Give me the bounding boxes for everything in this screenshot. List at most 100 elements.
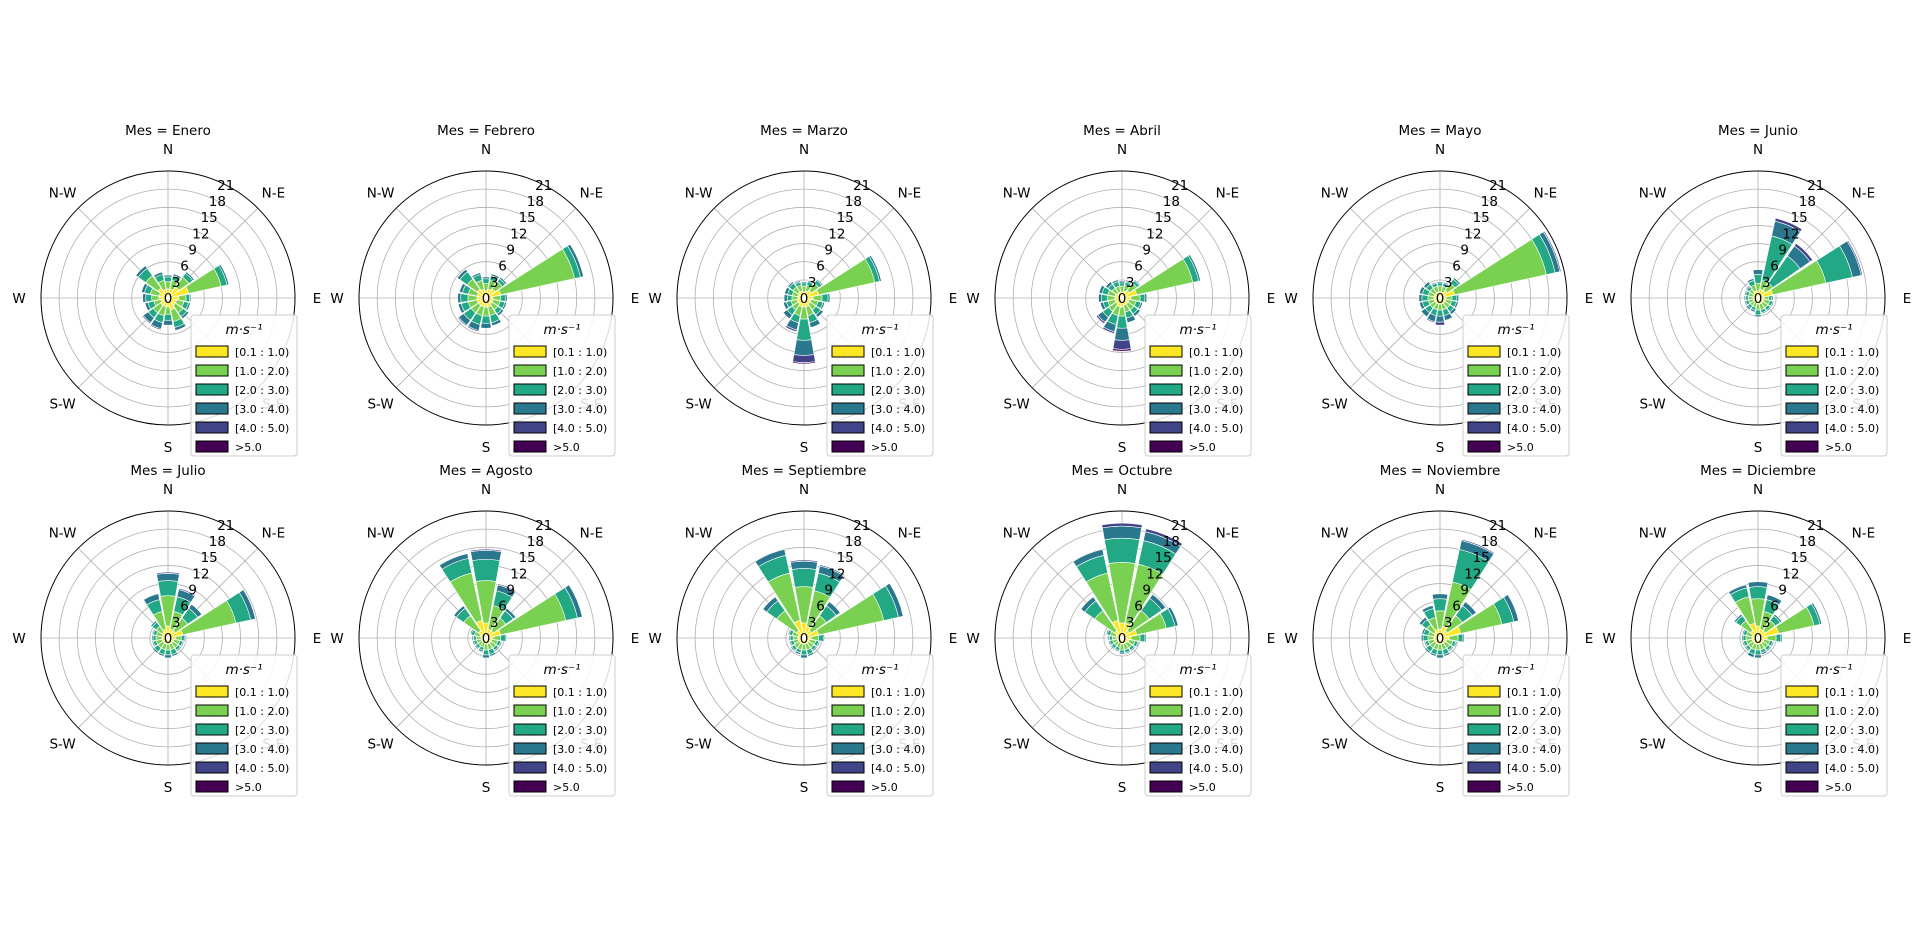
radial-tick-label: 18 [845,534,862,550]
wind-bar-segment [1754,309,1762,316]
direction-label: N [163,482,173,498]
wind-bar-segment [504,607,517,620]
legend-swatch [513,704,547,717]
legend-swatch [1149,780,1183,793]
radial-tick-label: 0 [1436,631,1445,647]
legend-label: [4.0 : 5.0) [235,422,289,435]
grid-spoke [1667,207,1759,299]
legend-label: [1.0 : 2.0) [553,365,607,378]
wind-bar-segment [185,302,191,311]
wind-bar-segment [819,301,826,310]
wind-bar-segment [1420,307,1431,318]
legend-label: [0.1 : 1.0) [235,686,289,699]
legend-swatch [1149,704,1183,717]
legend-label: >5.0 [871,441,898,454]
direction-label: S-W [685,396,711,412]
wind-bar-segment [815,309,824,318]
wind-bar-segment [172,273,182,280]
legend-label: [0.1 : 1.0) [235,346,289,359]
radial-tick-label: 15 [1473,550,1490,566]
wind-bar-segment [1144,293,1148,303]
radial-tick-label: 21 [1171,178,1188,194]
wind-bar-segment [180,310,190,320]
wind-bar-segment [1118,280,1126,284]
grid-spoke [713,637,805,729]
radial-tick-label: 15 [201,210,218,226]
legend-label: [1.0 : 2.0) [871,365,925,378]
legend-label: [3.0 : 4.0) [1507,403,1561,416]
wind-bar-segment [816,640,821,648]
wind-bar-segment [782,309,793,320]
direction-label: N-E [262,186,286,202]
wind-bar-segment [1101,522,1143,529]
wind-bar-segment [1746,651,1755,658]
direction-label: S [1754,780,1763,796]
legend-title: m·s⁻¹ [1497,322,1534,338]
direction-label: N-W [1003,526,1031,542]
wind-bar-segment [790,560,818,570]
wind-bar-segment [218,264,230,286]
wind-bar-segment [1448,646,1454,652]
wind-bar-segment [1418,616,1428,626]
radial-tick-label: 15 [1155,550,1172,566]
legend-swatch [1467,685,1501,698]
polar-frame [358,170,614,426]
legend-label: [4.0 : 5.0) [1825,762,1879,775]
radial-tick-label: 3 [1444,615,1453,631]
wind-bar-segment [1130,646,1136,652]
radial-tick-label: 6 [1770,259,1779,275]
direction-label: E [949,631,958,647]
wind-bar-segment [180,634,185,642]
radial-tick-label: 21 [217,178,234,194]
radial-tick-label: 6 [1770,599,1779,615]
radial-tick-label: 0 [164,291,173,307]
polar-frame [994,510,1250,766]
wind-bar-segment [1457,633,1464,643]
wind-bar-segment [477,648,484,653]
wind-bar-segment [171,651,179,657]
direction-label: S [164,780,173,796]
legend-swatch [1785,383,1819,396]
direction-label: N-E [898,186,922,202]
radial-tick-label: 21 [217,518,234,534]
windrose-panel: Mes = Febrero036912151821EN-ENN-WWS-WSS-… [330,123,640,457]
panel-title: Mes = Julio [130,463,205,479]
direction-label: S [1754,440,1763,456]
legend-swatch [1467,402,1501,415]
legend-label: [4.0 : 5.0) [553,422,607,435]
legend-label: [4.0 : 5.0) [1507,422,1561,435]
direction-label: E [631,631,640,647]
radial-tick-label: 18 [1799,194,1816,210]
wind-bar-segment [188,603,203,618]
wind-bar-segment [1744,646,1750,652]
direction-label: N-E [1534,186,1558,202]
radial-tick-label: 18 [527,194,544,210]
wind-bar-segment [178,588,196,597]
wind-bar-segment [494,646,500,652]
legend-label: >5.0 [1189,781,1216,794]
wind-bar-segment [1456,294,1460,302]
radial-tick-label: 15 [519,210,536,226]
legend-swatch [513,402,547,415]
wind-bar-segment [1139,293,1146,303]
wind-bar-segment [792,354,816,364]
wind-bar-segment [1099,301,1107,311]
radial-tick-label: 9 [506,243,515,259]
direction-label: E [631,291,640,307]
wind-bar-segment [1425,317,1436,324]
radial-tick-label: 18 [1481,194,1498,210]
wind-bar-segment [174,323,187,331]
wind-bar-segment [1766,594,1783,606]
wind-bar-segment [473,635,477,641]
direction-label: S-W [1003,736,1029,752]
radial-tick-label: 21 [1489,178,1506,194]
polar-frame [40,510,296,766]
wind-bar-segment [1436,309,1444,317]
legend-label: [2.0 : 3.0) [553,384,607,397]
wind-bar-segment [164,649,172,656]
direction-label: S-W [367,736,393,752]
radial-tick-label: 3 [808,615,817,631]
direction-label: W [648,291,661,307]
legend-swatch [831,383,865,396]
legend-label: >5.0 [1507,781,1534,794]
